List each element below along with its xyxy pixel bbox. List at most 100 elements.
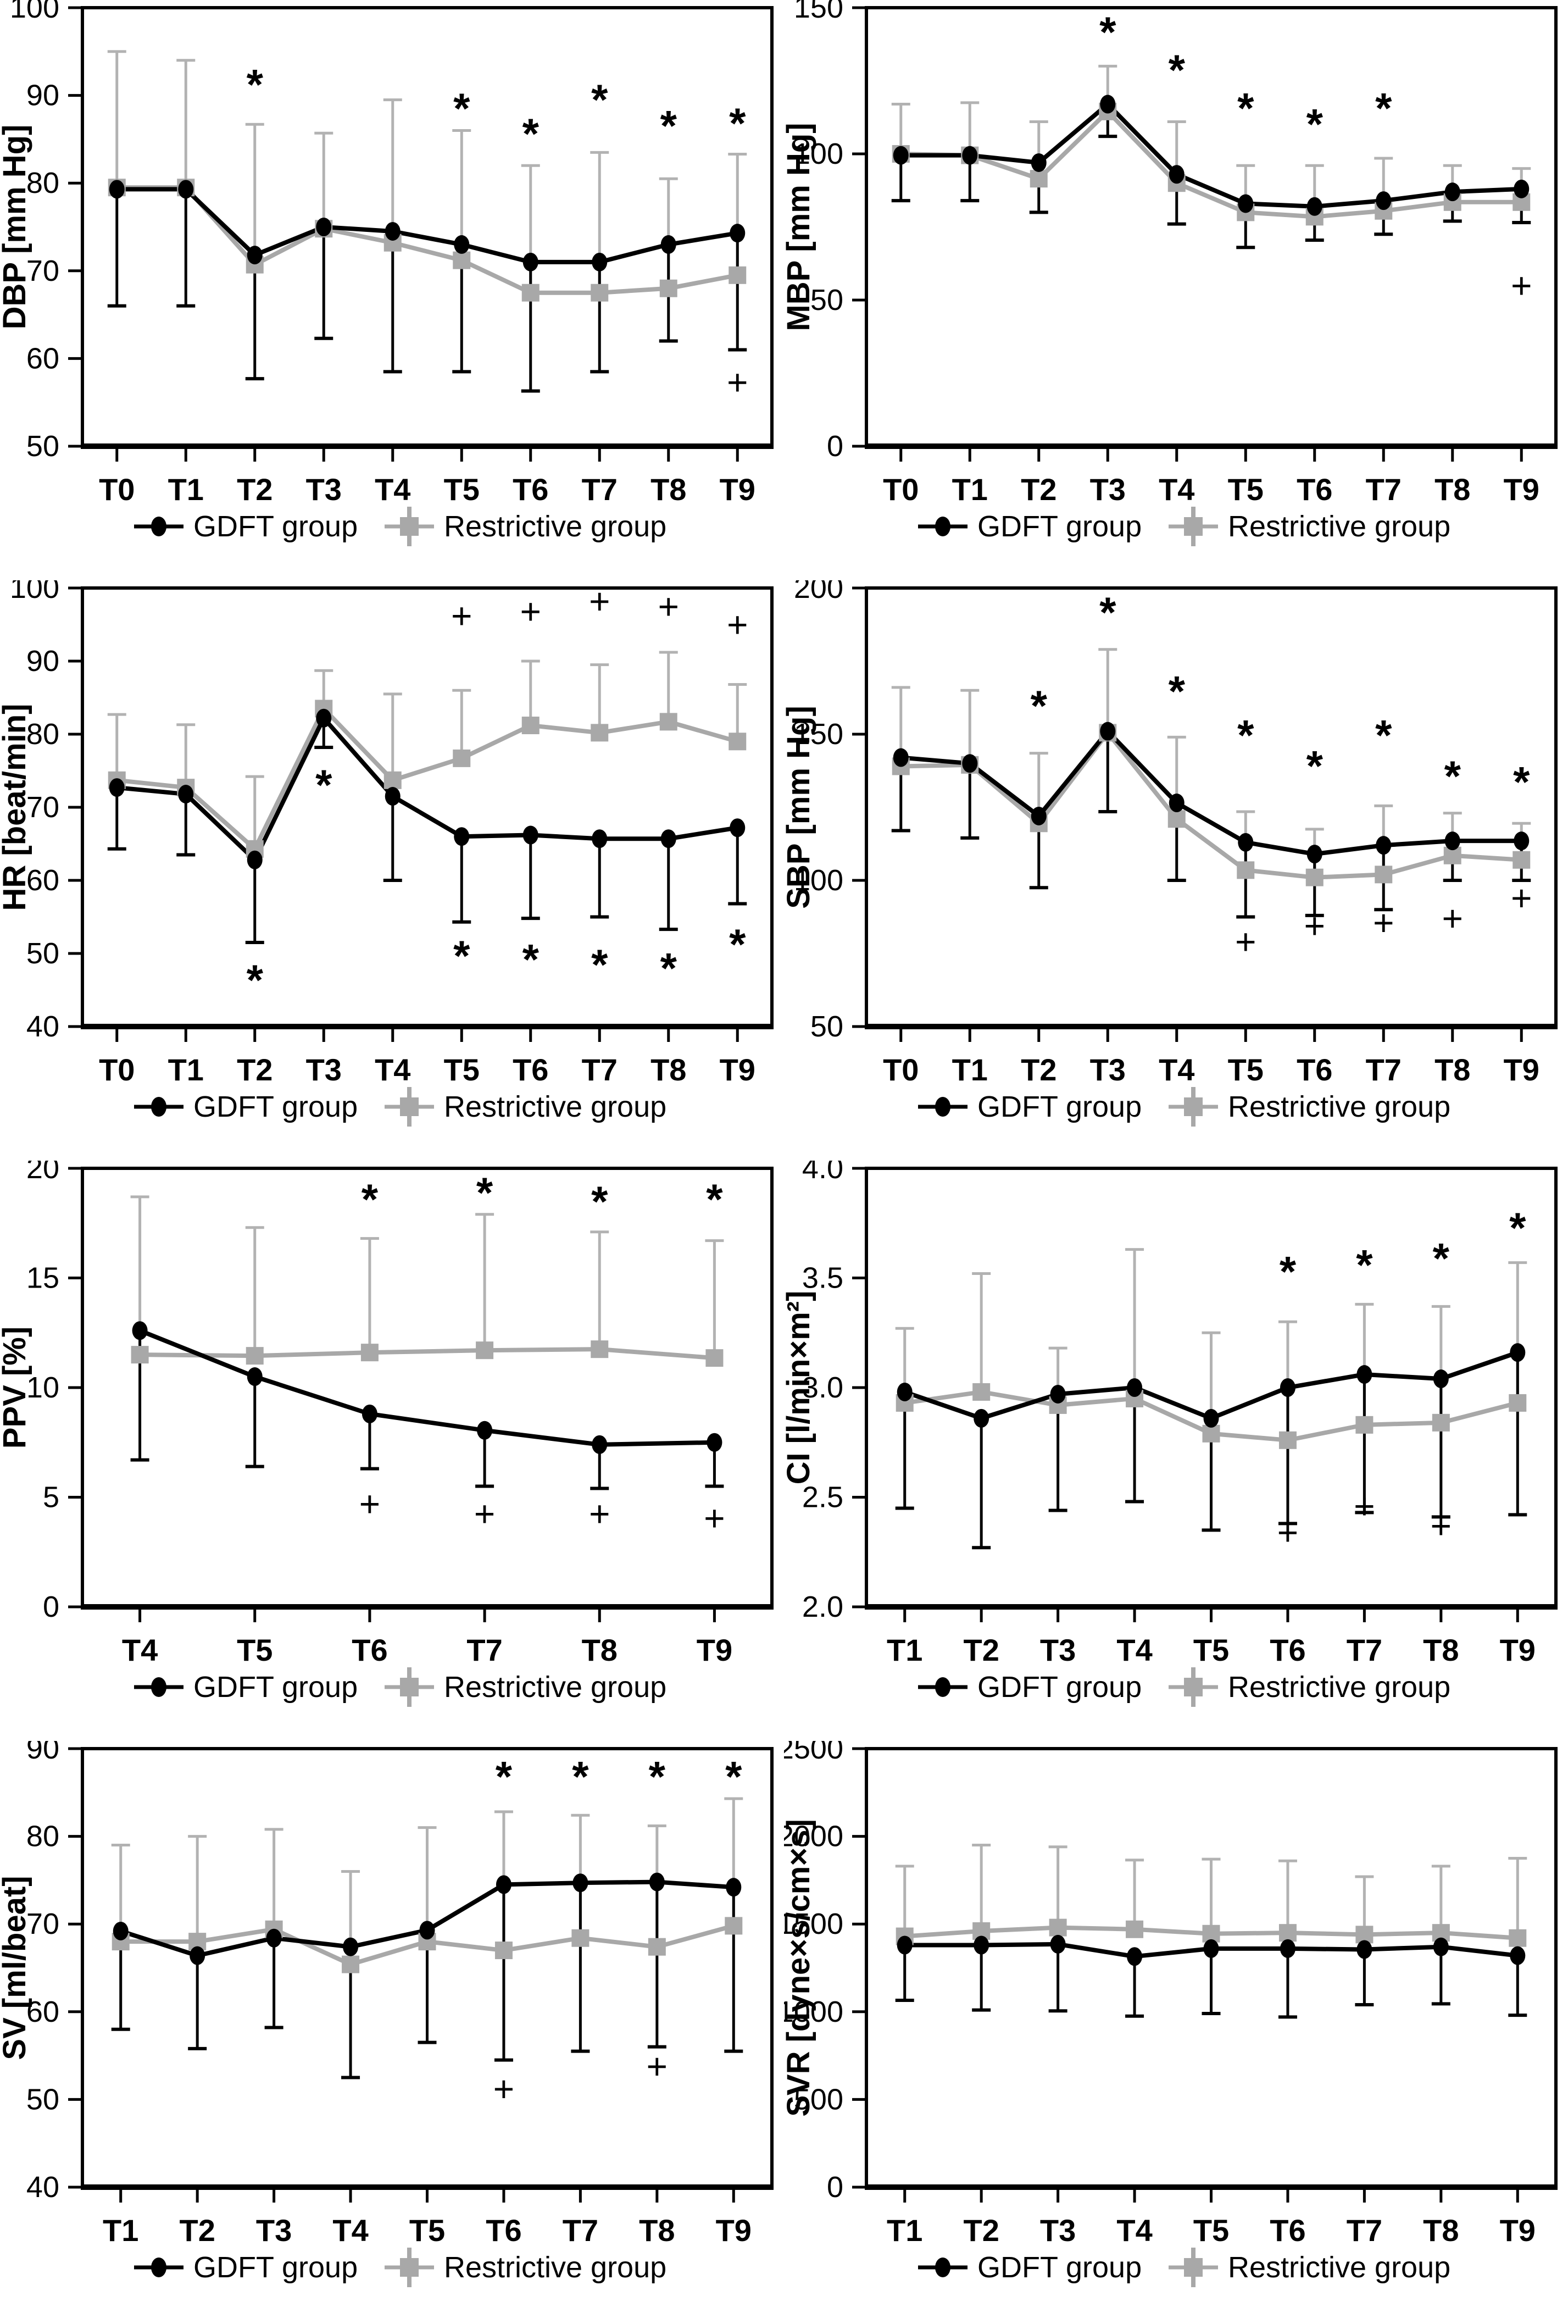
y-axis-label: MBP [mm Hg]	[784, 123, 816, 331]
y-axis-label: HR [beat/min]	[0, 704, 32, 911]
x-tick-label: T2	[1021, 472, 1057, 507]
x-tick-label: T7	[1347, 1633, 1382, 1667]
restrictive-marker	[1355, 1416, 1374, 1434]
x-tick-label: T6	[1297, 1052, 1332, 1087]
x-tick-label: T5	[1193, 2213, 1229, 2248]
mbp-plot: 0 50 100 150 T0 T1 T2 T3 T4 T5 T6 T7 T8 T9 MBP [mm Hg]…	[781, 0, 1558, 546]
restrictive-marker	[1509, 1394, 1527, 1412]
restrictive-marker	[1305, 868, 1324, 886]
x-tick-label: T8	[650, 472, 686, 507]
y-tick-label: 70	[26, 791, 59, 824]
chart-ppv: 0 5 10 15 20 T4 T5 T6 T7 T8 T9 PPV [%] * * * * + + + + GDFT …	[0, 1152, 784, 1741]
y-tick-label: 100	[794, 137, 843, 170]
y-tick-label: 90	[26, 645, 59, 678]
gdft-legend-label: GDFT group	[977, 1671, 1142, 1704]
gdft-marker	[316, 218, 332, 236]
x-tick-label: T7	[582, 472, 618, 507]
x-tick-label: T4	[375, 1052, 410, 1087]
gdft-marker	[572, 1873, 588, 1893]
gdft-marker	[1514, 179, 1530, 198]
asterisk-annotation: *	[591, 75, 608, 124]
asterisk-annotation: *	[453, 931, 470, 980]
restrictive-marker	[383, 771, 402, 789]
asterisk-annotation: *	[1280, 1247, 1297, 1296]
y-tick-label: 2500	[784, 1741, 843, 1765]
gdft-marker	[1444, 831, 1460, 851]
x-tick-label: T1	[887, 1633, 922, 1667]
asterisk-annotation: *	[1433, 1234, 1450, 1283]
y-tick-label: 100	[10, 580, 59, 604]
x-tick-label: T4	[1159, 472, 1194, 507]
plus-annotation: +	[493, 2068, 515, 2109]
asterisk-annotation: *	[1444, 752, 1461, 800]
plus-annotation: +	[1431, 1505, 1452, 1546]
x-tick-label: T2	[963, 1633, 999, 1667]
plus-annotation: +	[589, 1493, 610, 1534]
x-tick-label: T2	[963, 2213, 999, 2248]
gdft-marker	[1376, 191, 1392, 210]
gdft-marker	[132, 1321, 148, 1340]
asterisk-annotation: *	[1099, 8, 1116, 56]
y-axis-label: SVR [dyne×s/cm×s]	[784, 1819, 816, 2117]
restrictive-marker	[571, 1929, 590, 1947]
y-tick-label: 200	[794, 580, 843, 604]
gdft-marker	[962, 754, 978, 773]
plus-annotation: +	[520, 591, 541, 632]
gdft-marker	[1100, 95, 1116, 114]
y-tick-label: 40	[26, 1010, 59, 1043]
restrictive-legend-label: Restrictive group	[444, 1671, 666, 1704]
gdft-legend-label: GDFT group	[193, 510, 358, 543]
gdft-marker	[592, 829, 608, 848]
restrictive-legend-marker-icon	[400, 517, 419, 536]
x-tick-label: T8	[582, 1633, 618, 1667]
x-tick-label: T5	[237, 1633, 273, 1667]
asterisk-annotation: *	[1375, 711, 1392, 759]
x-tick-label: T8	[639, 2213, 675, 2248]
restrictive-legend-label: Restrictive group	[444, 1090, 666, 1123]
gdft-marker	[419, 1921, 435, 1940]
x-tick-label: T6	[352, 1633, 387, 1667]
plus-annotation: +	[359, 1483, 381, 1524]
x-tick-label: T8	[650, 1052, 686, 1087]
restrictive-marker	[521, 717, 540, 735]
plus-annotation: +	[1354, 1485, 1375, 1526]
asterisk-annotation: *	[247, 956, 264, 1004]
gdft-legend-marker-icon	[151, 2258, 166, 2277]
y-tick-label: 4.0	[802, 1161, 843, 1185]
y-tick-label: 150	[794, 718, 843, 751]
gdft-marker	[974, 1408, 989, 1428]
y-tick-label: 40	[26, 2171, 59, 2204]
x-tick-label: T9	[720, 472, 755, 507]
y-tick-label: 50	[810, 284, 843, 317]
sv-plot: 40 50 60 70 80 90 T1 T2 T3 T4 T5 T6 T7 T8 T9 SV [ml/bea…	[0, 1732, 774, 2287]
gdft-legend-label: GDFT group	[193, 1671, 358, 1704]
x-tick-label: T9	[1504, 472, 1539, 507]
svr-plot: 0 500 1000 1500 2000 2500 T1 T2 T3 T4 T5 T6 T7 T8 T9 SV…	[777, 1732, 1558, 2287]
restrictive-marker	[131, 1346, 149, 1364]
y-tick-label: 2000	[784, 1820, 843, 1853]
x-tick-label: T3	[256, 2213, 292, 2248]
y-tick-label: 60	[26, 1995, 59, 2028]
asterisk-annotation: *	[649, 1752, 666, 1800]
restrictive-legend-marker-icon	[1184, 1097, 1203, 1116]
gdft-marker	[522, 825, 538, 845]
x-tick-label: T5	[1193, 1633, 1229, 1667]
x-tick-label: T8	[1434, 472, 1470, 507]
asterisk-annotation: *	[660, 944, 677, 992]
restrictive-legend-label: Restrictive group	[444, 510, 666, 543]
y-tick-label: 0	[827, 430, 843, 463]
restrictive-marker	[591, 724, 609, 742]
restrictive-legend-label: Restrictive group	[1228, 2251, 1450, 2284]
x-tick-label: T9	[716, 2213, 752, 2248]
plus-annotation: +	[1511, 878, 1532, 918]
x-tick-label: T5	[444, 472, 480, 507]
restrictive-legend-marker-icon	[1184, 517, 1203, 536]
gdft-marker	[1280, 1939, 1295, 1958]
restrictive-marker	[729, 266, 747, 284]
gdft-marker	[592, 252, 608, 271]
gdft-marker	[1169, 794, 1185, 813]
plus-annotation: +	[589, 581, 610, 622]
x-tick-label: T3	[1040, 1633, 1076, 1667]
gdft-marker	[247, 246, 263, 265]
plus-annotation: +	[727, 604, 748, 645]
